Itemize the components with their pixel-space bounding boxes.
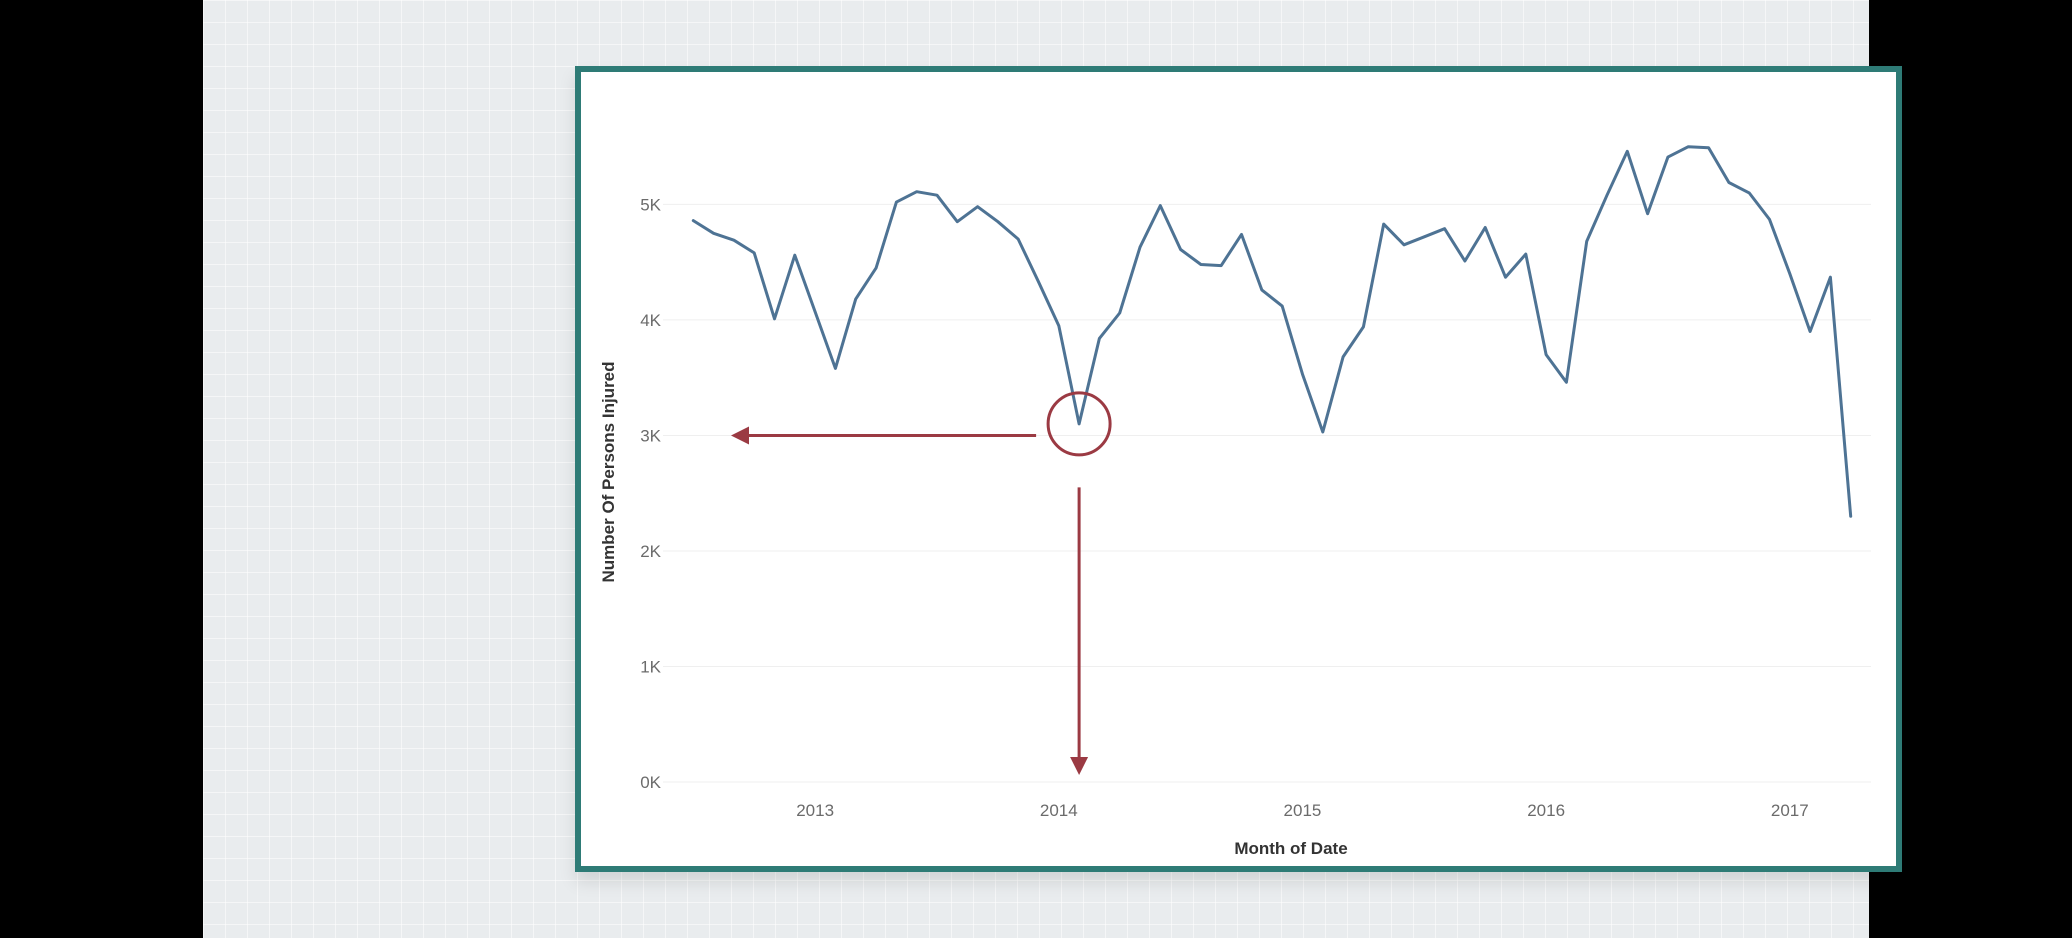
y-axis-title: Number Of Persons Injured xyxy=(599,361,618,582)
y-tick-label: 1K xyxy=(640,657,661,676)
data-point xyxy=(813,310,817,314)
data-point xyxy=(1727,181,1731,184)
arrowhead-down xyxy=(1070,757,1089,775)
data-point xyxy=(1544,353,1548,356)
data-point xyxy=(1362,325,1365,329)
data-point xyxy=(692,219,695,222)
highlight-circle xyxy=(1046,391,1112,457)
data-point xyxy=(1646,212,1649,215)
data-point xyxy=(935,193,939,197)
data-point xyxy=(1118,311,1121,315)
x-axis-title: Month of Date xyxy=(1234,839,1347,858)
data-point xyxy=(1707,146,1710,150)
data-point xyxy=(1849,515,1852,518)
data-point xyxy=(1179,248,1182,251)
y-tick-label: 0K xyxy=(640,773,661,792)
data-point xyxy=(1666,155,1670,159)
data-point xyxy=(1301,373,1304,376)
data-point xyxy=(773,317,776,320)
gridlines xyxy=(663,203,1871,783)
chart-card: 0K 1K 2K 3K 4K 5K 2013 2014 2015 2016 2017 Number… xyxy=(575,66,1902,872)
data-point xyxy=(895,200,898,204)
annotation-layer xyxy=(731,391,1112,775)
data-point xyxy=(793,254,797,257)
y-tick-label: 3K xyxy=(640,426,661,445)
y-tick-label: 2K xyxy=(640,542,661,561)
x-tick-label: 2015 xyxy=(1284,801,1322,820)
data-point xyxy=(1138,245,1142,249)
data-point xyxy=(956,220,959,223)
series-layer xyxy=(691,145,1853,518)
x-tick-label: 2017 xyxy=(1771,801,1809,820)
y-axis-ticks: 0K 1K 2K 3K 4K 5K xyxy=(640,195,661,792)
data-point xyxy=(1687,145,1690,148)
data-point xyxy=(1504,275,1507,279)
data-point xyxy=(1037,280,1040,284)
data-point xyxy=(1747,191,1751,195)
data-point xyxy=(1016,237,1020,241)
data-point xyxy=(1626,150,1629,153)
data-point xyxy=(1768,218,1771,221)
data-point xyxy=(1829,275,1832,279)
data-point xyxy=(915,190,918,193)
x-axis-ticks: 2013 2014 2015 2016 2017 xyxy=(796,801,1808,820)
data-point xyxy=(1423,235,1426,238)
x-tick-label: 2013 xyxy=(796,801,834,820)
data-point xyxy=(1159,204,1162,207)
data-point xyxy=(1524,252,1528,256)
data-point xyxy=(1240,233,1243,236)
slide-background: 0K 1K 2K 3K 4K 5K 2013 2014 2015 2016 2017 Number… xyxy=(203,0,1902,938)
data-point xyxy=(1585,240,1588,243)
data-point xyxy=(1280,304,1284,308)
data-point xyxy=(976,205,979,208)
data-point xyxy=(1341,355,1345,359)
series-line xyxy=(691,145,1853,518)
data-point xyxy=(732,239,736,242)
data-point xyxy=(1788,272,1791,275)
data-point xyxy=(712,232,715,235)
y-tick-label: 5K xyxy=(640,195,661,214)
line-chart: 0K 1K 2K 3K 4K 5K 2013 2014 2015 2016 2017 Number… xyxy=(599,145,1871,858)
data-point xyxy=(1565,381,1568,384)
data-point xyxy=(1098,337,1101,340)
data-point xyxy=(874,266,878,270)
data-point xyxy=(1808,330,1812,333)
x-tick-label: 2016 xyxy=(1527,801,1565,820)
data-point xyxy=(996,220,1000,223)
arrowhead-left xyxy=(731,426,749,445)
data-point xyxy=(854,297,857,301)
x-tick-label: 2014 xyxy=(1040,801,1078,820)
data-point xyxy=(1605,193,1609,197)
data-point xyxy=(1484,226,1487,229)
data-point xyxy=(1402,243,1406,247)
y-tick-label: 4K xyxy=(640,311,661,330)
data-point xyxy=(1260,288,1264,292)
data-point xyxy=(1321,430,1324,434)
data-point xyxy=(1220,264,1223,267)
data-point xyxy=(1077,422,1081,426)
data-point xyxy=(834,367,837,370)
data-point xyxy=(1057,324,1060,327)
data-point xyxy=(1199,263,1203,266)
data-point xyxy=(1382,222,1385,226)
data-point xyxy=(753,251,756,255)
data-point xyxy=(1463,259,1467,263)
data-point xyxy=(1443,227,1446,230)
